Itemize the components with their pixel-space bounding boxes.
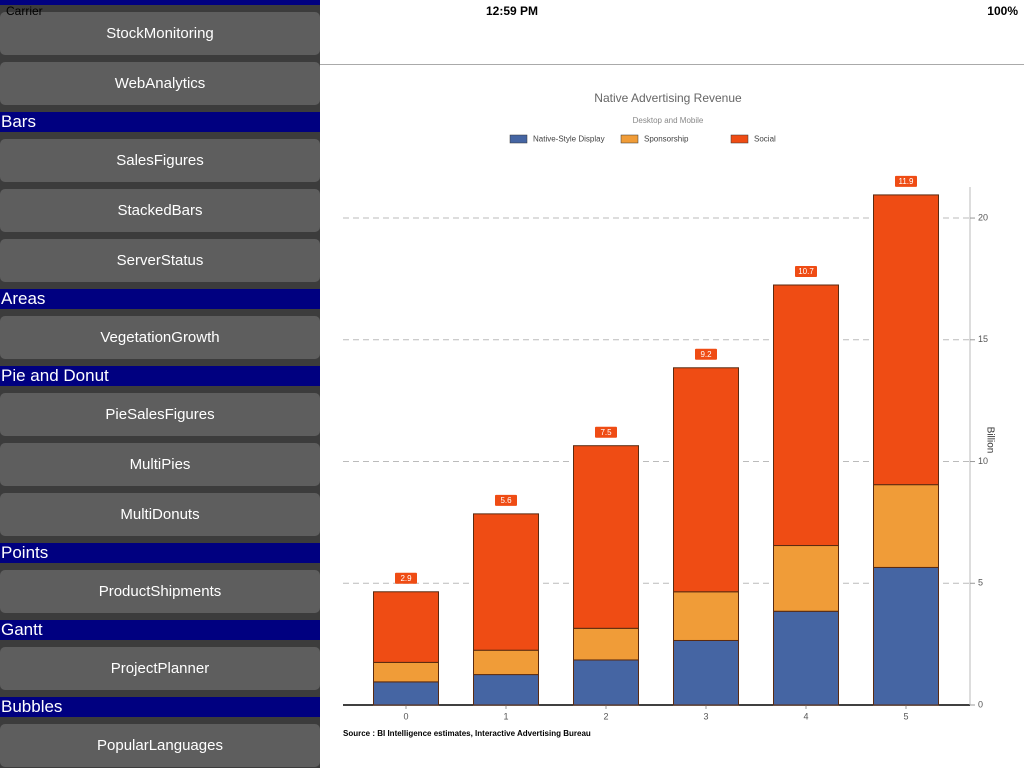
data-label-box (495, 494, 517, 506)
y-axis-label: Billion (984, 427, 995, 454)
data-label-box (395, 572, 417, 584)
bar-segment (573, 445, 639, 629)
bar-segment (673, 591, 739, 641)
bar-segment (773, 610, 839, 706)
section-header: Lines (0, 0, 320, 5)
menu-button[interactable]: MultiDonuts (0, 493, 320, 536)
y-tick-label: 20 (978, 212, 988, 222)
data-label-box (895, 175, 917, 187)
bar-segment (873, 566, 939, 706)
bar-segment (573, 659, 639, 706)
data-label: 10.7 (798, 267, 814, 276)
menu-button[interactable]: MultiPies (0, 443, 320, 486)
carrier: Carrier (6, 4, 43, 18)
bar-segment (773, 545, 839, 612)
menu-button[interactable]: VegetationGrowth (0, 316, 320, 359)
data-label: 5.6 (500, 496, 512, 505)
data-label: 7.5 (600, 428, 612, 437)
section-header: Bubbles (0, 697, 320, 717)
section-header: Gantt (0, 620, 320, 640)
legend-label: Native-Style Display (533, 135, 605, 144)
bar-segment (873, 194, 939, 486)
y-tick-label: 10 (978, 456, 988, 466)
section-header: Pie and Donut (0, 366, 320, 386)
menu-button[interactable]: WebAnalytics (0, 62, 320, 105)
legend-label: Sponsorship (644, 135, 689, 144)
y-tick-label: 0 (978, 699, 983, 709)
bar-segment (473, 649, 539, 676)
legend-label: Social (754, 135, 776, 144)
data-label-box (695, 348, 717, 360)
chart: Native Advertising Revenue Desktop and M… (343, 91, 995, 738)
bar-segment (373, 661, 439, 683)
chart-title: Native Advertising Revenue (594, 91, 742, 105)
bar-segment (773, 284, 839, 547)
bar-segment (373, 681, 439, 706)
x-tick-label: 3 (703, 711, 708, 721)
data-label: 2.9 (400, 574, 412, 583)
data-label: 11.9 (899, 177, 915, 186)
data-label-box (795, 266, 817, 278)
clock: 12:59 PM (486, 4, 539, 18)
bar-segment (573, 627, 639, 661)
bar-segment (473, 674, 539, 706)
menu-button[interactable]: PopularLanguages (0, 724, 320, 767)
legend-swatch (620, 134, 639, 144)
y-tick-label: 5 (978, 578, 983, 588)
x-tick-label: 2 (603, 711, 608, 721)
menu-button[interactable]: SalesFigures (0, 139, 320, 182)
menu-button[interactable]: StockMonitoring (0, 12, 320, 55)
x-tick-label: 1 (503, 711, 508, 721)
menu-button[interactable]: PieSalesFigures (0, 393, 320, 436)
bar-segment (373, 591, 439, 663)
menu-button[interactable]: StackedBars (0, 189, 320, 232)
data-label-box (595, 426, 617, 438)
bar-segment (873, 484, 939, 568)
x-tick-label: 5 (903, 711, 908, 721)
menu-button[interactable]: ServerStatus (0, 239, 320, 282)
section-header: Areas (0, 289, 320, 309)
data-label: 9.2 (700, 350, 712, 359)
legend-swatch (509, 134, 528, 144)
menu-button[interactable]: ProductShipments (0, 570, 320, 613)
x-tick-label: 0 (403, 711, 408, 721)
y-tick-label: 15 (978, 334, 988, 344)
chart-subtitle: Desktop and Mobile (633, 116, 704, 125)
battery: 100% (987, 4, 1018, 18)
x-tick-label: 4 (803, 711, 808, 721)
menu-button[interactable]: ProjectPlanner (0, 647, 320, 690)
section-header: Points (0, 543, 320, 563)
sidebar: Lines StockMonitoring WebAnalytics Bars Sale… (0, 0, 320, 768)
source-note: Source : BI Intelligence estimates, Inte… (343, 729, 591, 738)
section-header: Bars (0, 112, 320, 132)
legend-swatch (730, 134, 749, 144)
menu-list: Lines StockMonitoring WebAnalytics Bars Sale… (0, 0, 320, 768)
divider (320, 64, 1024, 65)
bar-segment (673, 367, 739, 593)
bar-segment (473, 513, 539, 651)
bar-segment (673, 639, 739, 706)
